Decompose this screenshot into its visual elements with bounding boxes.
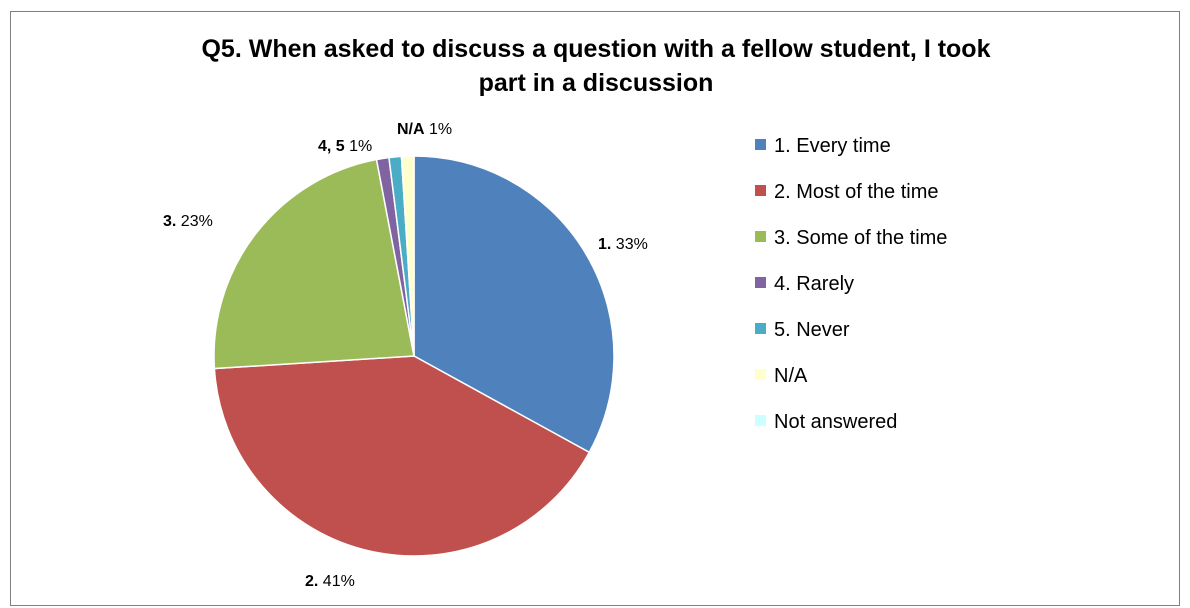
pie-slice-2-most-of-the-time (213, 355, 591, 557)
legend-swatch-3-some-of-the-time (755, 231, 766, 242)
pie-chart: 1. 33% 2. 41% 3. 23% 4, 5 1% N/A 1% 1. E… (163, 121, 947, 590)
pie-slice-3-some-of-the-time (213, 158, 415, 370)
data-label-rarely-never: 4, 5 1% (318, 138, 372, 155)
chart-title-line-2: part in a discussion (478, 69, 714, 97)
pie-slice-n-a (400, 155, 415, 357)
legend-swatch-2-most-of-the-time (755, 185, 766, 196)
legend-label-4-rarely: 4. Rarely (774, 273, 854, 295)
chart-frame: Q5. When asked to discuss a question wit… (10, 11, 1180, 606)
legend-label-n-a: N/A (774, 365, 808, 387)
legend-swatch-5-never (755, 323, 766, 334)
legend-label-5-never: 5. Never (774, 319, 850, 341)
pie-slice-1-every-time (413, 155, 615, 454)
legend-label-3-some-of-the-time: 3. Some of the time (774, 227, 947, 249)
data-label-every-time: 1. 33% (598, 236, 648, 253)
legend-swatch-n-a (755, 369, 766, 380)
legend-swatch-not-answered (755, 415, 766, 426)
data-labels: 1. 33% 2. 41% 3. 23% 4, 5 1% N/A 1% (163, 121, 648, 590)
legend-swatch-1-every-time (755, 139, 766, 150)
legend-label-1-every-time: 1. Every time (774, 135, 891, 157)
chart-title-line-1: Q5. When asked to discuss a question wit… (201, 35, 991, 63)
chart-title: Q5. When asked to discuss a question wit… (11, 32, 1181, 100)
data-label-na: N/A 1% (397, 121, 452, 138)
pie-slices (213, 155, 615, 557)
legend-label-not-answered: Not answered (774, 411, 897, 433)
legend-label-2-most-of-the-time: 2. Most of the time (774, 181, 939, 203)
legend-swatch-4-rarely (755, 277, 766, 288)
data-label-most-of-the-time: 2. 41% (305, 573, 355, 590)
legend: 1. Every time 2. Most of the time 3. Some … (755, 135, 947, 433)
data-label-some-of-the-time: 3. 23% (163, 213, 213, 230)
